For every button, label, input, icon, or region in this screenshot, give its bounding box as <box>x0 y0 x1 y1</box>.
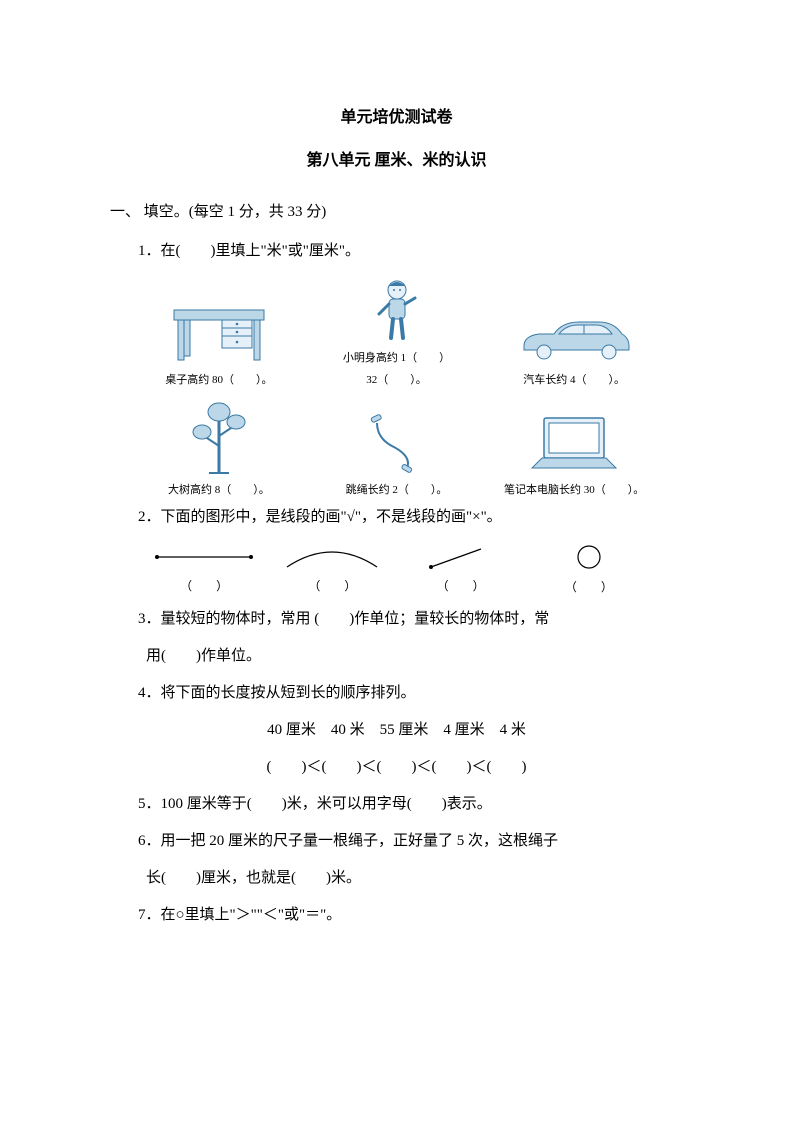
q1-row2: 大树高约 8（ ）。 跳绳长约 2（ ）。 笔记本电脑长约 30（ ）。 <box>110 398 683 500</box>
q6-line1: 6．用一把 20 厘米的尺子量一根绳子，正好量了 5 次，这根绳子 <box>110 825 683 858</box>
q7: 7．在○里填上"＞""＜"或"＝"。 <box>110 899 683 932</box>
q2-shapes: （ ） （ ） （ ） （ ） <box>140 542 653 600</box>
q6-line2: 长( )厘米，也就是( )米。 <box>110 862 683 895</box>
boy-caption-1: 小明身高约 1（ ） <box>308 350 486 368</box>
q1-rope: 跳绳长约 2（ ）。 <box>308 408 486 500</box>
subtitle: 第八单元 厘米、米的认识 <box>110 143 683 178</box>
q4-stem: 4．将下面的长度按从短到长的顺序排列。 <box>110 677 683 710</box>
q2-cap-3: （ ） <box>397 573 525 599</box>
q1-tree: 大树高约 8（ ）。 <box>130 398 308 500</box>
q2-shape-4: （ ） <box>525 542 653 600</box>
laptop-caption: 笔记本电脑长约 30（ ）。 <box>485 482 663 500</box>
q2-shape-3: （ ） <box>397 543 525 599</box>
title: 单元培优测试卷 <box>110 100 683 135</box>
tree-icon <box>184 398 254 478</box>
tree-caption: 大树高约 8（ ）。 <box>130 482 308 500</box>
arc-icon <box>277 543 387 571</box>
q1-desk: 桌子高约 80（ ）。 <box>130 298 308 390</box>
q4-blanks: ( )＜( )＜( )＜( )＜( ) <box>82 751 683 784</box>
q1-stem: 1．在( )里填上"米"或"厘米"。 <box>110 235 683 268</box>
segment-line-icon <box>149 543 259 571</box>
desk-caption: 桌子高约 80（ ）。 <box>130 372 308 390</box>
car-icon <box>514 308 634 368</box>
rope-caption: 跳绳长约 2（ ）。 <box>308 482 486 500</box>
desk-icon <box>164 298 274 368</box>
boy-caption-2: 32（ ）。 <box>308 372 486 390</box>
car-caption: 汽车长约 4（ ）。 <box>485 372 663 390</box>
q5: 5．100 厘米等于( )米，米可以用字母( )表示。 <box>110 788 683 821</box>
q2-stem: 2．下面的图形中，是线段的画"√"，不是线段的画"×"。 <box>110 501 683 534</box>
q1-laptop: 笔记本电脑长约 30（ ）。 <box>485 408 663 500</box>
q1-row1: 桌子高约 80（ ）。 小明身高约 1（ ） 32（ ）。 <box>110 276 683 389</box>
diagonal-icon <box>421 543 501 571</box>
q1-boy: 小明身高约 1（ ） 32（ ）。 <box>308 276 486 389</box>
q2-cap-1: （ ） <box>140 573 268 599</box>
circle-icon <box>559 542 619 572</box>
q3-line1: 3．量较短的物体时，常用 ( )作单位；量较长的物体时，常 <box>110 603 683 636</box>
q3-line2: 用( )作单位。 <box>110 640 683 673</box>
q2-shape-2: （ ） <box>268 543 396 599</box>
q1-car: 汽车长约 4（ ）。 <box>485 308 663 390</box>
rope-icon <box>357 408 437 478</box>
q2-cap-4: （ ） <box>525 574 653 600</box>
q4-values: 40 厘米 40 米 55 厘米 4 厘米 4 米 <box>82 714 683 747</box>
q2-shape-1: （ ） <box>140 543 268 599</box>
boy-icon <box>367 276 427 346</box>
section-1-heading: 一、 填空。(每空 1 分，共 33 分) <box>110 196 683 229</box>
q2-cap-2: （ ） <box>268 573 396 599</box>
laptop-icon <box>524 408 624 478</box>
